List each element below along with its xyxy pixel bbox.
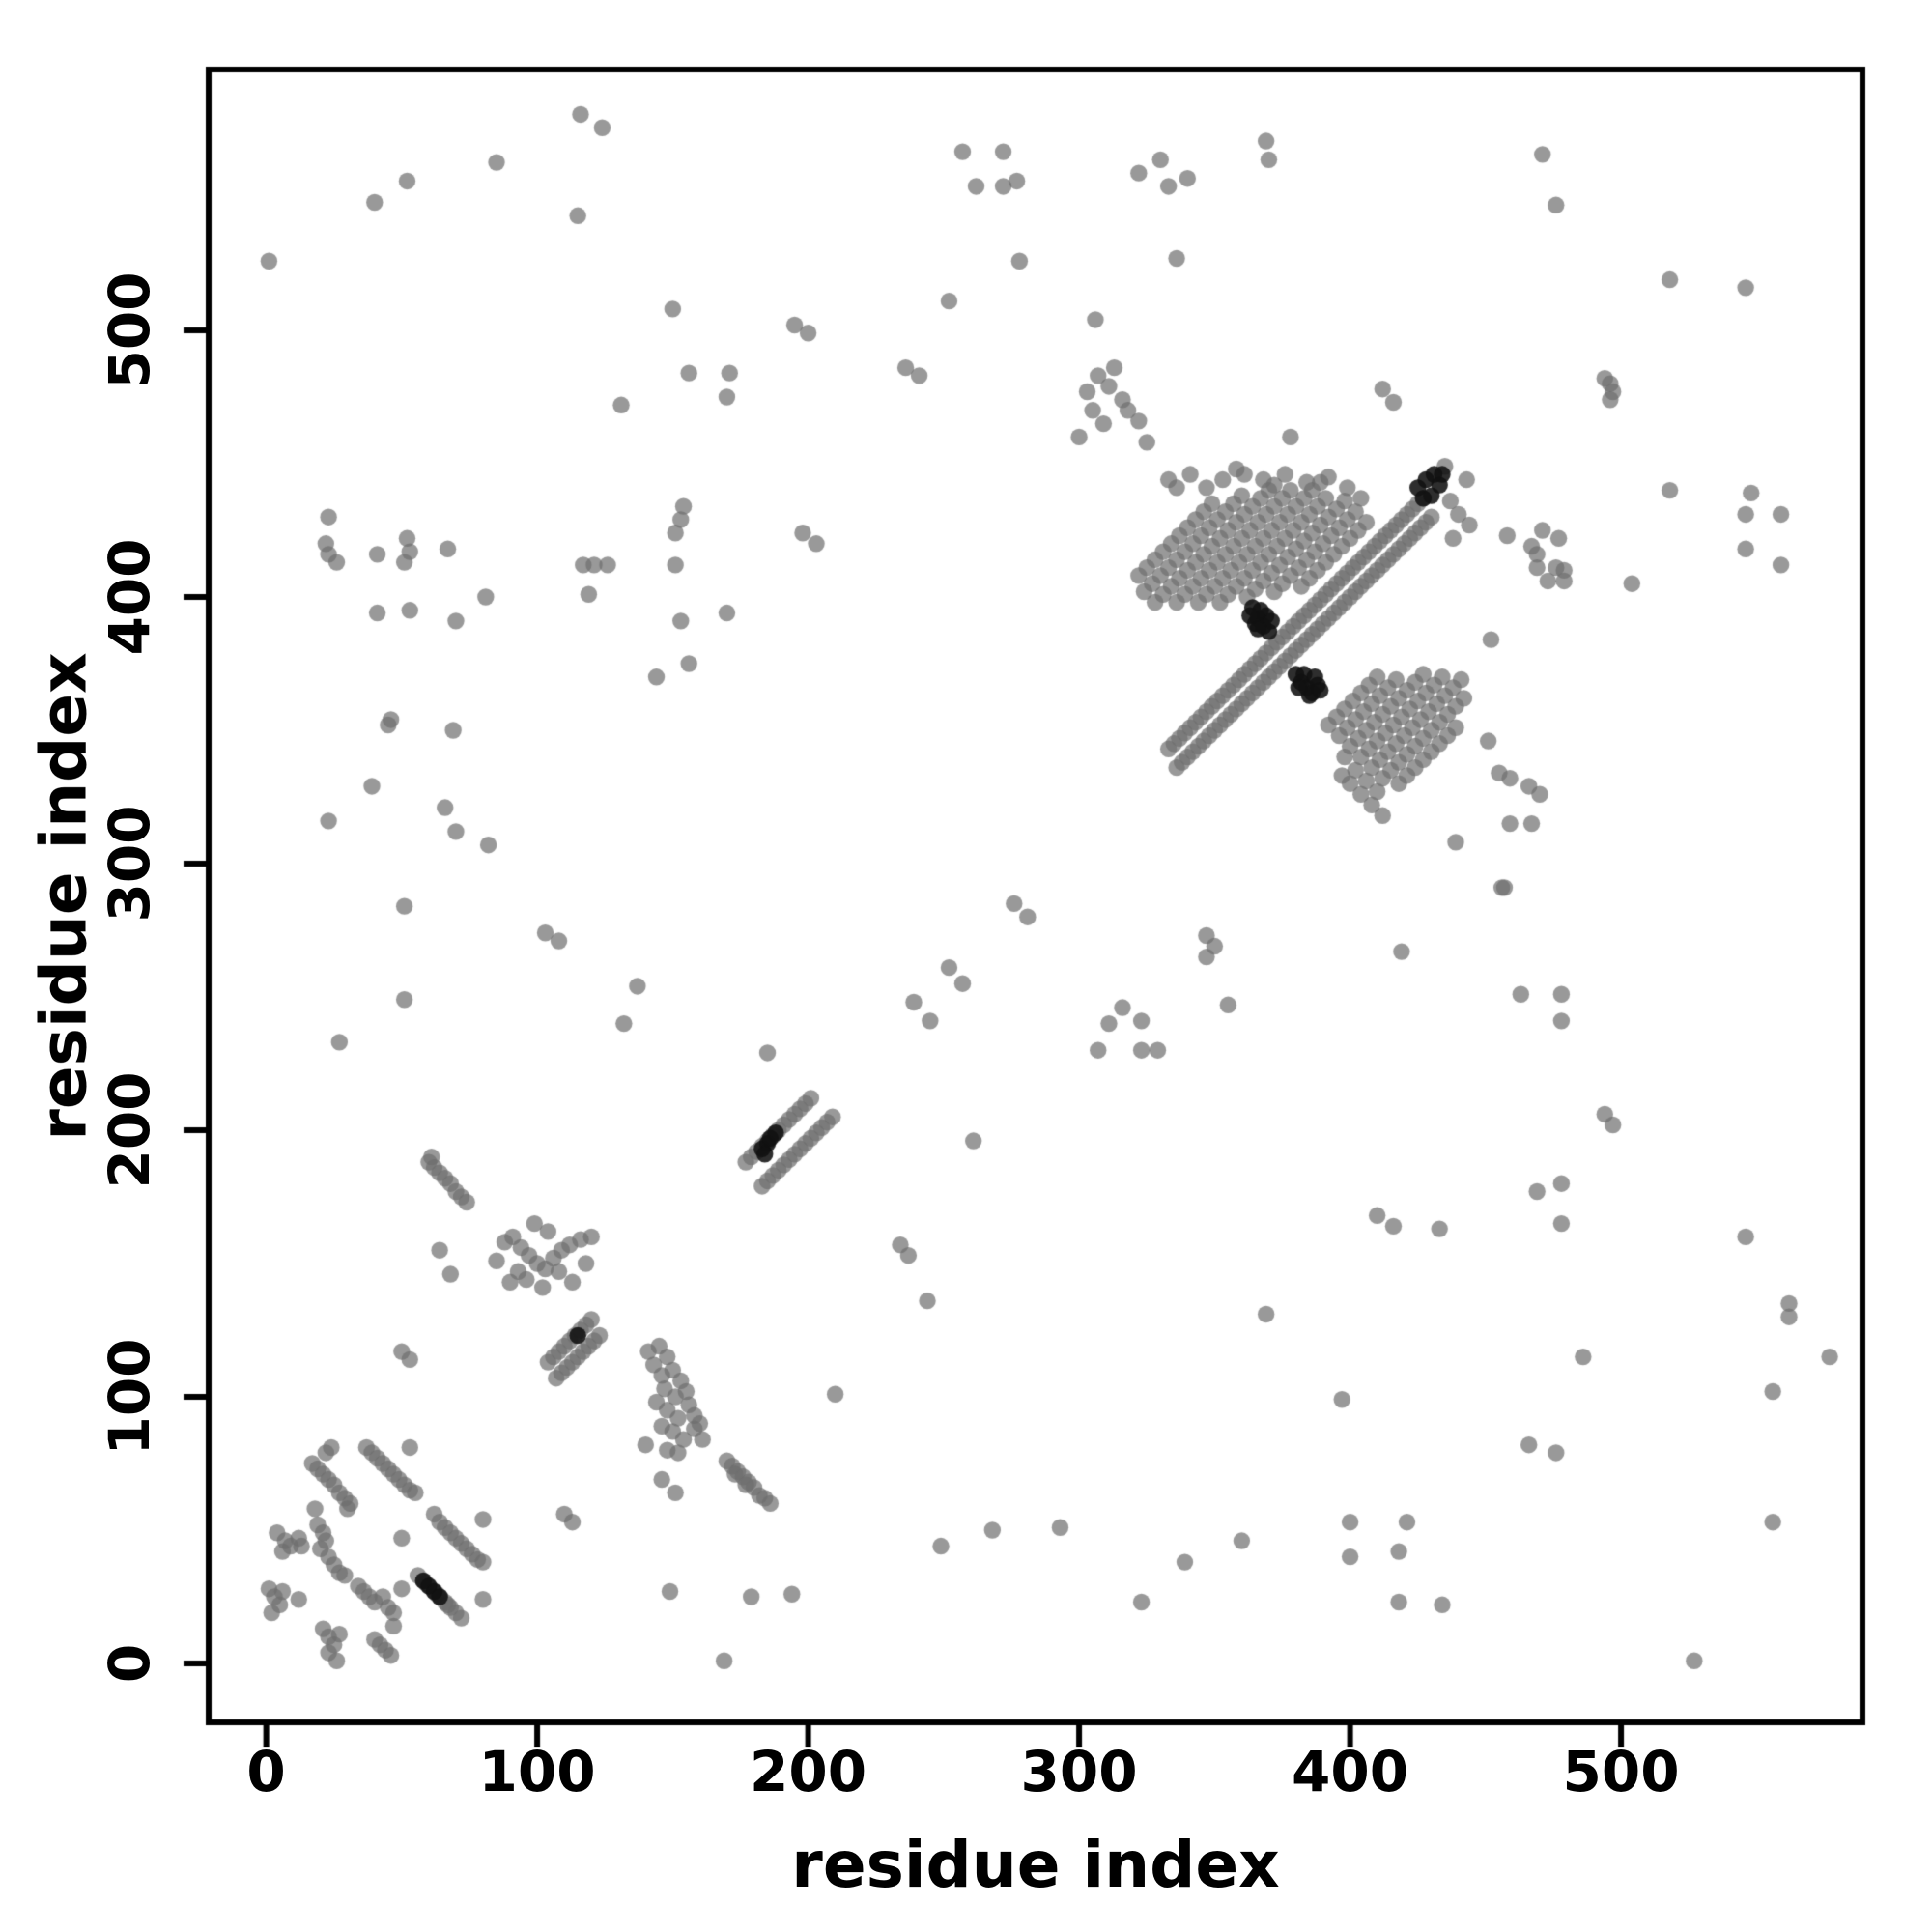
x-tick-label: 0 — [246, 1739, 286, 1804]
x-tick-label: 300 — [1020, 1739, 1138, 1804]
x-axis-title: residue index — [791, 1828, 1280, 1902]
x-tick-label: 100 — [478, 1739, 596, 1804]
y-axis-title: residue index — [26, 652, 101, 1141]
x-tick-label: 400 — [1292, 1739, 1409, 1804]
y-tick-label: 0 — [97, 1643, 162, 1684]
y-tick-label: 200 — [97, 1071, 162, 1189]
y-tick-label: 500 — [97, 271, 162, 389]
x-tick-label: 500 — [1562, 1739, 1680, 1804]
y-tick-label: 400 — [97, 538, 162, 656]
y-tick-label: 300 — [97, 805, 162, 923]
y-tick-label: 100 — [97, 1338, 162, 1456]
x-tick-label: 200 — [750, 1739, 867, 1804]
